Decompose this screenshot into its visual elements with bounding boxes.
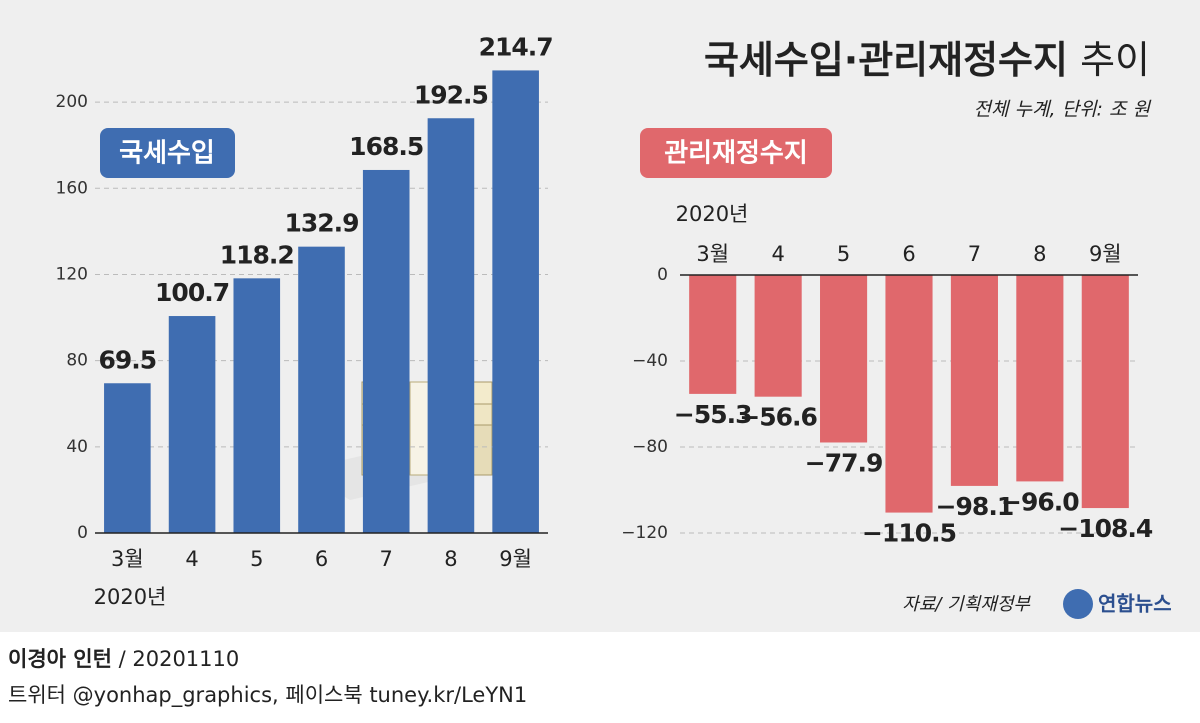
value-label: −98.1 xyxy=(936,492,1014,521)
bar xyxy=(233,278,281,533)
bar xyxy=(168,316,216,533)
bar xyxy=(754,275,802,397)
bar xyxy=(104,383,151,533)
badge xyxy=(100,128,235,178)
badge-label: 국세수입 xyxy=(119,139,215,169)
y-tick-label: 160 xyxy=(56,178,88,198)
bar xyxy=(1081,275,1129,509)
bar xyxy=(885,275,933,513)
y-tick-label: −40 xyxy=(632,351,668,371)
x-tick-label: 4 xyxy=(771,242,784,266)
bar xyxy=(427,118,475,533)
x-tick-label: 3월 xyxy=(111,547,144,571)
credits: 트위터 @yonhap_graphics, 페이스북 tuney.kr/LeYN… xyxy=(8,683,527,708)
title-main: 국세수입·관리재정수지 xyxy=(704,38,1068,82)
year-label: 2020년 xyxy=(676,202,749,226)
x-tick-label: 3월 xyxy=(696,242,729,266)
x-tick-label: 7 xyxy=(968,242,981,266)
bar xyxy=(820,275,868,443)
value-label: 118.2 xyxy=(220,240,294,269)
value-label: 168.5 xyxy=(349,132,423,161)
x-tick-label: 4 xyxy=(185,547,198,571)
badge-label: 관리재정수지 xyxy=(664,139,808,169)
value-label: −110.5 xyxy=(862,519,956,548)
title-suffix: 추이 xyxy=(1080,38,1150,82)
author: 이경아 인턴 xyxy=(8,647,112,671)
x-tick-label: 6 xyxy=(902,242,915,266)
x-tick-label: 8 xyxy=(1033,242,1046,266)
y-tick-label: 80 xyxy=(66,351,88,371)
x-tick-label: 8 xyxy=(444,547,457,571)
value-label: 132.9 xyxy=(284,209,358,238)
footer-line: 이경아 인턴 / 20201110 xyxy=(8,647,239,671)
logo-icon xyxy=(1063,589,1093,619)
logo: 연합뉴스 xyxy=(1098,592,1172,616)
chart-title: 국세수입·관리재정수지 추이 xyxy=(704,38,1150,82)
value-label: 214.7 xyxy=(479,32,553,61)
bar xyxy=(950,275,998,486)
y-tick-label: 120 xyxy=(56,264,88,284)
bar xyxy=(1016,275,1064,482)
bar xyxy=(492,70,539,533)
x-tick-label: 5 xyxy=(837,242,850,266)
value-label: −108.4 xyxy=(1058,514,1153,543)
value-label: 192.5 xyxy=(414,80,488,109)
value-label: 69.5 xyxy=(99,345,157,374)
source: 자료/ 기획재정부 xyxy=(902,594,1031,615)
bar xyxy=(689,275,737,394)
value-label: 100.7 xyxy=(155,278,229,307)
value-label: −56.6 xyxy=(739,403,817,432)
y-tick-label: −120 xyxy=(621,523,668,543)
x-tick-label: 9월 xyxy=(499,547,532,571)
bar xyxy=(362,169,410,533)
value-label: −77.9 xyxy=(805,448,883,477)
x-tick-label: 5 xyxy=(250,547,263,571)
value-label: −96.0 xyxy=(1001,487,1079,516)
y-tick-label: 0 xyxy=(657,265,668,285)
y-tick-label: 40 xyxy=(66,437,88,457)
y-tick-label: 0 xyxy=(77,523,88,543)
x-tick-label: 9월 xyxy=(1089,242,1122,266)
x-tick-label: 6 xyxy=(315,547,328,571)
badge xyxy=(640,128,832,178)
y-tick-label: 200 xyxy=(56,92,88,112)
year-label: 2020년 xyxy=(94,585,167,609)
date: / 20201110 xyxy=(119,647,240,671)
subtitle: 전체 누계, 단위: 조 원 xyxy=(974,99,1152,121)
x-tick-label: 7 xyxy=(380,547,393,571)
value-label: −55.3 xyxy=(674,400,752,429)
bar xyxy=(298,246,345,534)
y-tick-label: −80 xyxy=(632,437,668,457)
